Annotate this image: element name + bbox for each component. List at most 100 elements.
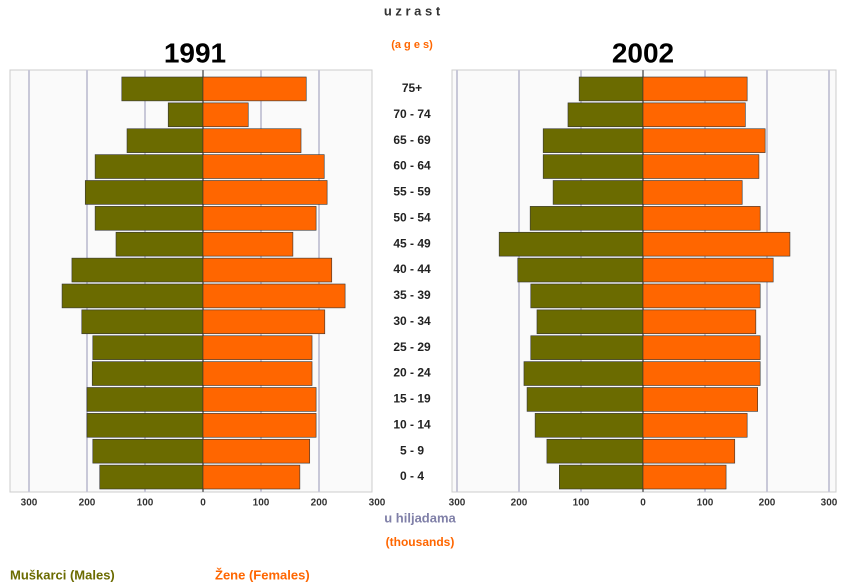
category-label: 25 - 29 [393,340,431,354]
bar [642,309,757,335]
value-axis-title: u hiljadama [384,510,456,525]
bar [642,438,736,464]
category-label: 20 - 24 [393,366,431,380]
bar [92,335,204,360]
category-label: 50 - 54 [393,210,431,224]
x-tick-label: 200 [311,498,328,509]
category-label: 65 - 69 [393,133,431,147]
bar [94,154,204,179]
bar [642,180,743,205]
bar [642,257,774,283]
bar [534,413,644,438]
chart-title: 1991 [164,37,226,68]
x-tick-label: 100 [137,498,154,509]
bar [81,309,204,335]
bar [578,76,644,102]
category-label: 60 - 64 [393,159,431,173]
value-axis-title-en: (thousands) [386,535,455,549]
category-label: 30 - 34 [393,314,431,328]
category-label: 55 - 59 [393,185,431,199]
bar [115,231,204,257]
bar [202,154,325,179]
bar [642,335,761,360]
x-tick-label: 300 [369,498,386,509]
bar [202,283,346,309]
bar [542,154,644,179]
bar [126,128,204,153]
bar [546,438,644,464]
x-tick-label: 300 [21,498,38,509]
category-label: 10 - 14 [393,417,431,431]
x-tick-label: 100 [573,498,590,509]
category-label: 0 - 4 [400,469,424,483]
bar [202,180,328,205]
bar [529,206,644,231]
bar [94,206,204,231]
x-tick-label: 200 [759,498,776,509]
bar [642,102,746,128]
x-tick-label: 100 [253,498,270,509]
bar [530,335,644,360]
bar [91,361,204,386]
bar [202,335,313,360]
bar [202,231,294,257]
bar [642,154,760,179]
category-label: 45 - 49 [393,236,431,250]
bar [202,128,302,153]
category-label: 5 - 9 [400,443,424,457]
legend-label: Žene (Females) [215,567,310,582]
bar [558,464,644,490]
bar [642,128,766,153]
bar [202,413,317,438]
bar [517,257,644,283]
bar [642,206,761,231]
bar [642,413,748,438]
bar [642,283,761,309]
x-tick-label: 0 [200,498,206,509]
x-tick-label: 100 [697,498,714,509]
bar [92,438,204,464]
bar [642,387,758,412]
bar [202,361,313,386]
x-tick-label: 200 [511,498,528,509]
bar [642,231,791,257]
bar [121,76,204,102]
bar [202,387,317,412]
legend-label: Muškarci (Males) [10,567,115,582]
bar [202,438,311,464]
bar [530,283,644,309]
bar [642,464,727,490]
category-label: 70 - 74 [393,107,431,121]
bar [86,387,204,412]
bar [542,128,644,153]
x-tick-label: 0 [640,498,646,509]
bar [202,257,333,283]
bar [202,102,249,128]
x-tick-label: 300 [821,498,838,509]
bar [167,102,204,128]
category-label: 15 - 19 [393,392,431,406]
chart-title: 2002 [612,37,674,68]
bar [552,180,644,205]
bar [202,309,326,335]
bar [498,231,644,257]
x-tick-label: 200 [79,498,96,509]
bar [86,413,204,438]
bar [523,361,644,386]
bar [202,464,301,490]
bar [642,76,748,102]
category-label: 75+ [402,81,422,95]
bar [84,180,204,205]
bar [61,283,204,309]
bar [202,76,307,102]
x-tick-label: 300 [449,498,466,509]
category-label: 40 - 44 [393,262,431,276]
bar [536,309,644,335]
bar [642,361,761,386]
age-axis-title-en: (a g e s) [391,39,433,51]
bar [526,387,644,412]
bar [567,102,644,128]
bar [99,464,204,490]
age-axis-title: u z r a s t [384,3,441,18]
